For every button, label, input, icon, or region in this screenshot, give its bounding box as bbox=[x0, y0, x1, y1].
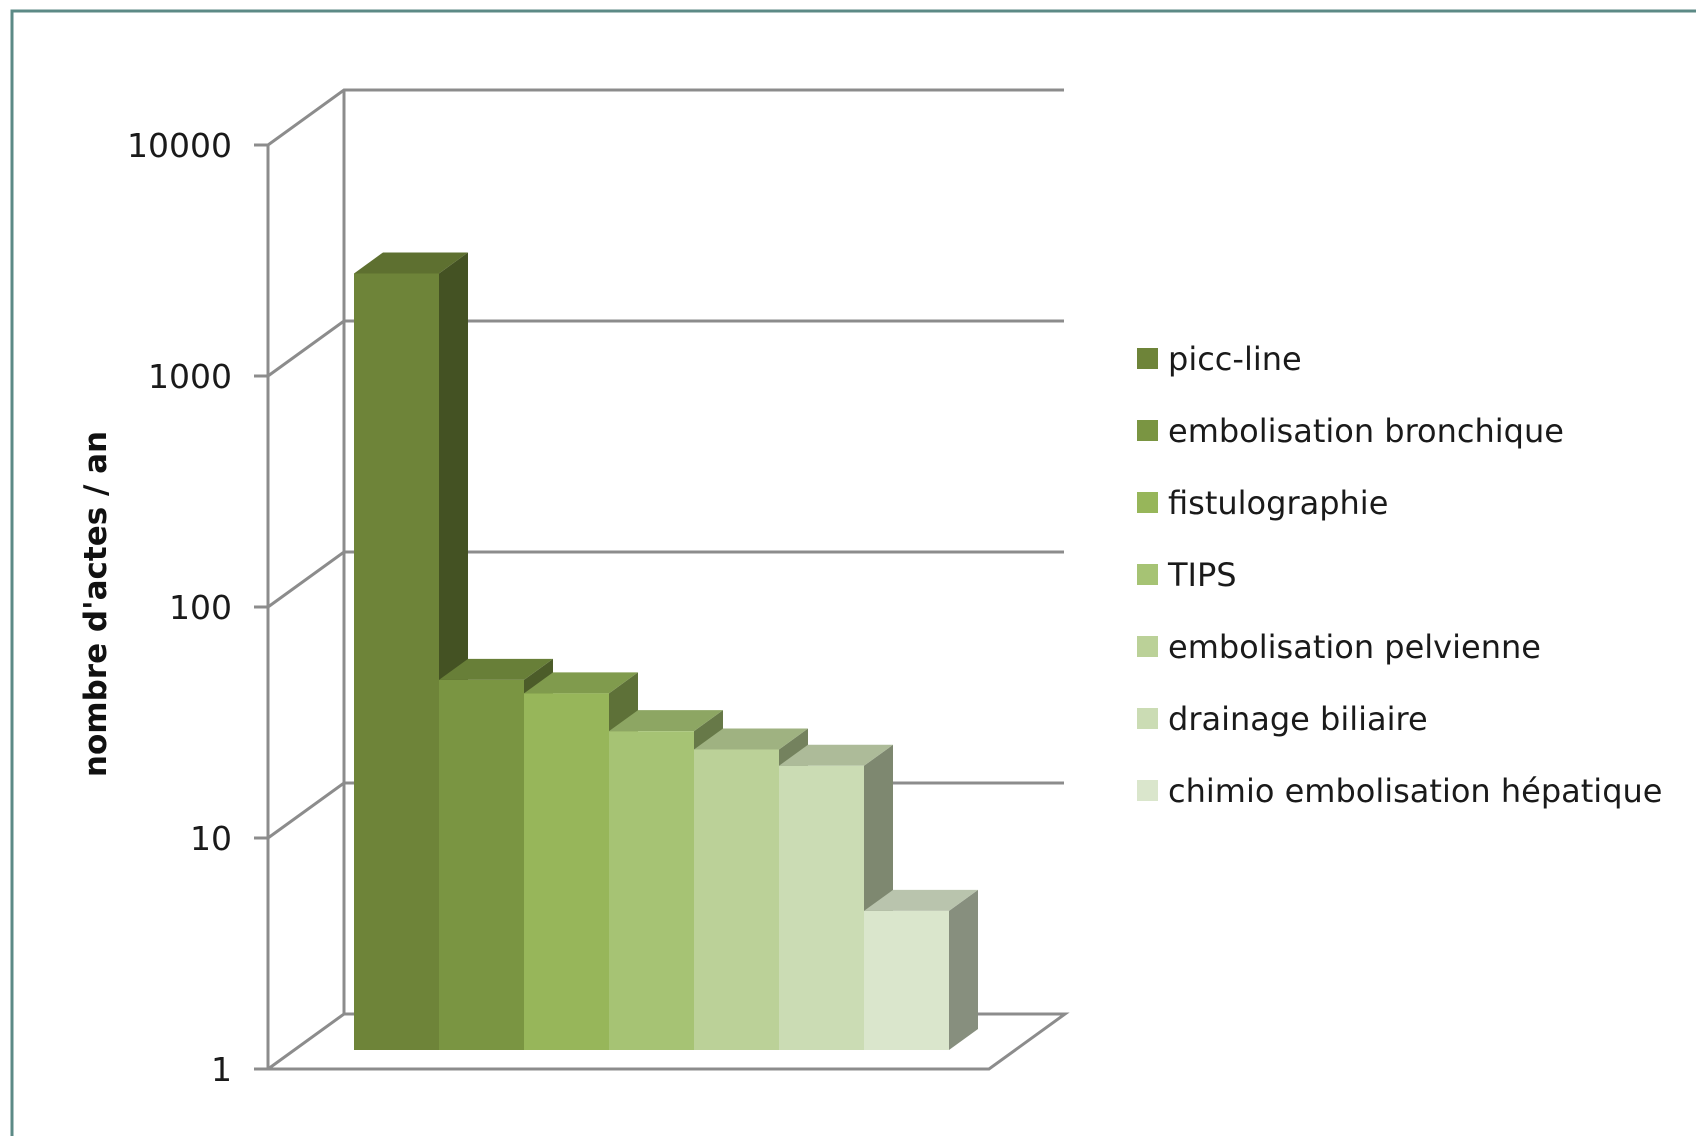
legend-swatch bbox=[1137, 780, 1158, 801]
legend-label: TIPS bbox=[1167, 556, 1237, 594]
legend-swatch bbox=[1137, 420, 1158, 441]
legend-label: chimio embolisation hépatique bbox=[1168, 772, 1662, 810]
bar-top bbox=[779, 744, 893, 766]
legend-label: embolisation bronchique bbox=[1168, 412, 1564, 450]
bar-top bbox=[439, 658, 553, 680]
legend-label: drainage biliaire bbox=[1168, 700, 1428, 738]
legend-swatch bbox=[1137, 348, 1158, 369]
bars bbox=[354, 252, 978, 1051]
bar-front bbox=[779, 765, 864, 1050]
bar-front bbox=[439, 679, 524, 1050]
y-tick-label: 1000 bbox=[148, 357, 232, 396]
legend-swatch bbox=[1137, 492, 1158, 513]
bar-front bbox=[864, 910, 949, 1050]
chart-border bbox=[10, 9, 1696, 1136]
bar-top bbox=[864, 889, 978, 911]
gridline bbox=[267, 550, 1064, 609]
bar-front bbox=[609, 731, 694, 1050]
legend-label: fistulographie bbox=[1168, 484, 1388, 522]
bar-top bbox=[609, 710, 723, 732]
legend-label: picc-line bbox=[1168, 340, 1302, 378]
bar-front bbox=[694, 749, 779, 1050]
y-tick-label: 1 bbox=[211, 1050, 232, 1089]
bar-front bbox=[524, 693, 609, 1050]
bar-top bbox=[694, 728, 808, 750]
y-tick-label: 100 bbox=[169, 588, 232, 627]
y-axis-ticks: 1 10 100 1000 10000 bbox=[127, 126, 268, 1089]
bar-front bbox=[354, 273, 439, 1050]
bar-top bbox=[354, 252, 468, 274]
legend-swatch bbox=[1137, 708, 1158, 729]
y-axis-title: nombre d'actes / an bbox=[78, 431, 114, 777]
y-tick-label: 10000 bbox=[127, 126, 232, 165]
y-tick-label: 10 bbox=[190, 819, 232, 858]
legend: picc-line embolisation bronchique fistulog… bbox=[1137, 340, 1662, 810]
legend-swatch bbox=[1137, 564, 1158, 585]
floor-outline bbox=[267, 1012, 1070, 1071]
gridline bbox=[267, 88, 1064, 147]
bar-side bbox=[949, 889, 978, 1050]
bar bbox=[864, 889, 978, 1050]
bar-top bbox=[524, 672, 638, 694]
gridline bbox=[267, 319, 1064, 378]
legend-swatch bbox=[1137, 636, 1158, 657]
legend-label: embolisation pelvienne bbox=[1168, 628, 1541, 666]
